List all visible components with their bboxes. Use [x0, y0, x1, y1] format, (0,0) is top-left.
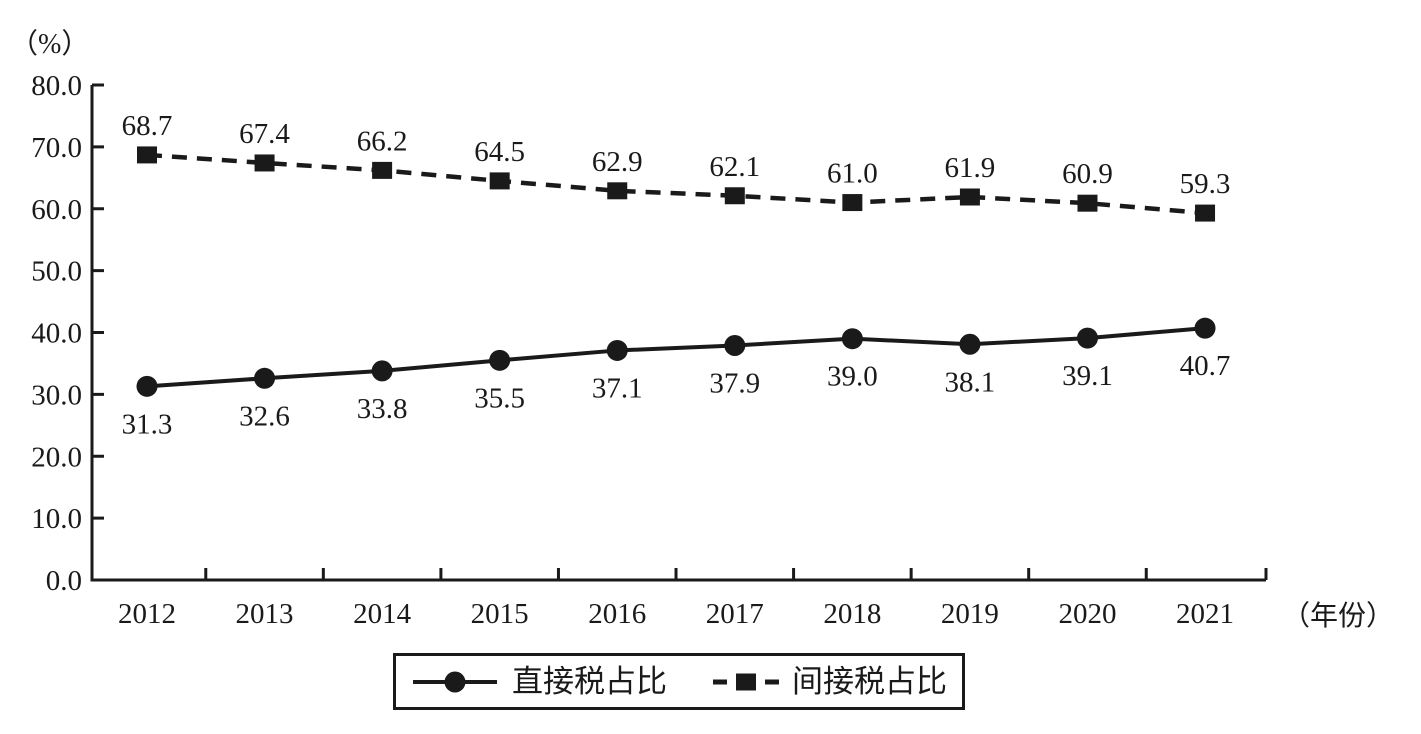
- data-point-marker: [959, 188, 980, 206]
- data-point-marker: [841, 328, 863, 350]
- y-tick-label: 50.0: [31, 256, 82, 288]
- data-label: 35.5: [474, 382, 525, 414]
- solid-line-circle-marker-icon: [413, 671, 497, 692]
- x-tick-label: 2020: [1058, 598, 1116, 630]
- data-point-marker: [1195, 204, 1216, 222]
- axes: 0.0 10.0 20.0 30.0 40.0 50.0 60.0 70.0 80.0 2012 2…: [31, 70, 1268, 630]
- data-point-marker: [489, 349, 511, 371]
- series-line-1: [146, 152, 1206, 216]
- x-tick-label: 2012: [118, 598, 176, 630]
- data-label: 62.1: [709, 151, 760, 183]
- data-label: 37.9: [709, 367, 760, 399]
- x-tick-label: 2013: [236, 598, 294, 630]
- x-tick-label: 2015: [471, 598, 529, 630]
- data-label: 38.1: [945, 366, 996, 398]
- x-tick-label: 2021: [1176, 598, 1234, 630]
- data-point-marker: [137, 146, 157, 164]
- data-point-marker: [724, 187, 745, 205]
- dashed-line-square-marker-icon: [713, 673, 779, 690]
- data-point-marker: [371, 360, 393, 382]
- data-point-marker: [489, 172, 510, 190]
- legend-item-direct-tax: 直接税占比: [411, 666, 667, 697]
- data-label: 37.1: [592, 372, 643, 404]
- data-label: 39.0: [827, 361, 878, 393]
- x-tick-label: 2018: [823, 598, 881, 630]
- data-point-marker: [606, 339, 628, 361]
- data-point-marker: [254, 367, 276, 389]
- x-tick-label: 2017: [706, 598, 764, 630]
- data-label: 32.6: [239, 400, 290, 432]
- data-label: 61.0: [827, 158, 878, 190]
- data-point-marker: [724, 334, 746, 356]
- data-point-marker: [842, 194, 863, 212]
- x-tick-label: 2014: [353, 598, 412, 630]
- data-label: 66.2: [357, 125, 408, 157]
- data-label: 39.1: [1062, 360, 1113, 392]
- data-point-marker: [254, 154, 275, 172]
- data-label: 64.5: [474, 136, 525, 168]
- legend-label-indirect-tax: 间接税占比: [792, 664, 947, 699]
- data-label: 40.7: [1180, 350, 1231, 382]
- data-label: 61.9: [945, 152, 996, 184]
- y-tick-label: 10.0: [31, 503, 82, 535]
- legend-item-indirect-tax: 间接税占比: [713, 666, 947, 697]
- x-tick-label: 2016: [588, 598, 646, 630]
- series-1: 68.7 67.4 66.2 64.5 62.9 62.1 61.0 61.9 60.9 59.3: [122, 110, 1231, 222]
- data-point-marker: [607, 182, 628, 200]
- data-point-marker: [1076, 327, 1098, 349]
- data-point-marker: [136, 375, 158, 397]
- legend-label-direct-tax: 直接税占比: [512, 664, 667, 699]
- legend: 直接税占比 间接税占比: [393, 653, 965, 710]
- y-axis-unit-label: （%）: [10, 29, 90, 60]
- data-label: 62.9: [592, 146, 643, 178]
- series-0: 31.3 32.6 33.8 35.5 37.1 37.9 39.0 38.1 39.1 40.7: [122, 317, 1231, 440]
- data-label: 60.9: [1062, 158, 1113, 190]
- y-tick-label: 30.0: [31, 379, 82, 411]
- data-label: 31.3: [122, 408, 173, 440]
- data-point-marker: [959, 333, 981, 355]
- x-tick-label: 2019: [941, 598, 999, 630]
- data-label: 67.4: [239, 118, 290, 150]
- data-point-marker: [372, 161, 393, 179]
- series-line-0: [146, 326, 1206, 389]
- y-tick-label: 20.0: [31, 441, 82, 473]
- axis-lines: [90, 85, 1266, 582]
- data-point-marker: [1077, 194, 1098, 212]
- y-tick-label: 80.0: [31, 70, 82, 102]
- y-tick-label: 40.0: [31, 318, 82, 350]
- data-label: 59.3: [1180, 168, 1231, 200]
- y-tick-label: 0.0: [46, 565, 82, 597]
- y-tick-label: 60.0: [31, 194, 82, 226]
- data-label: 68.7: [122, 110, 173, 142]
- y-tick-label: 70.0: [31, 132, 82, 164]
- data-point-marker: [1194, 317, 1216, 339]
- data-label: 33.8: [357, 393, 408, 425]
- x-axis-unit-label: （年份）: [1282, 601, 1395, 632]
